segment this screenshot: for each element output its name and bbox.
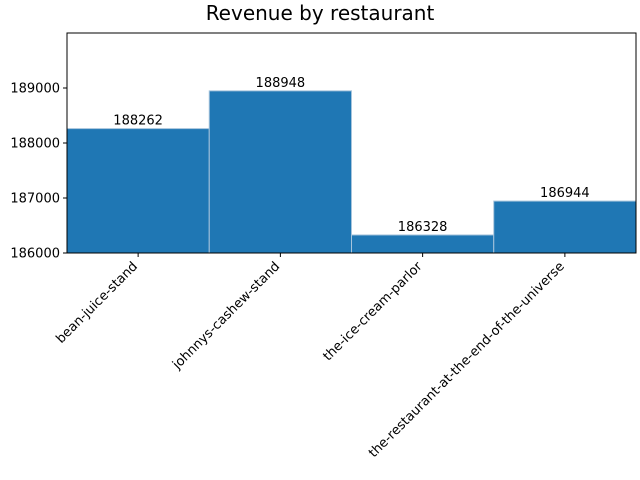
y-tick-label: 186000 bbox=[10, 247, 60, 262]
y-tick-label: 188000 bbox=[10, 137, 60, 152]
bar-value-label: 186328 bbox=[398, 220, 448, 235]
y-tick-label: 189000 bbox=[10, 82, 60, 97]
bar-value-label: 186944 bbox=[540, 186, 590, 201]
bar bbox=[493, 200, 637, 254]
y-axis: 186000 187000 188000 189000 bbox=[10, 82, 67, 262]
x-tick-label: bean-juice-stand bbox=[53, 259, 141, 347]
bar-value-label: 188948 bbox=[256, 76, 306, 91]
chart-title: Revenue by restaurant bbox=[206, 1, 435, 25]
bar bbox=[208, 90, 352, 254]
y-tick-label: 187000 bbox=[10, 192, 60, 207]
x-tick-label: the-ice-cream-parlor bbox=[320, 259, 425, 364]
x-tick-label: johnnys-cashew-stand bbox=[169, 259, 283, 373]
bar bbox=[66, 128, 210, 254]
bars-group bbox=[66, 90, 637, 254]
bar bbox=[351, 234, 495, 254]
bar-value-labels: 188262 188948 186328 186944 bbox=[113, 76, 589, 235]
x-axis: bean-juice-stand johnnys-cashew-stand the-… bbox=[53, 253, 568, 461]
bar-value-label: 188262 bbox=[113, 114, 163, 129]
